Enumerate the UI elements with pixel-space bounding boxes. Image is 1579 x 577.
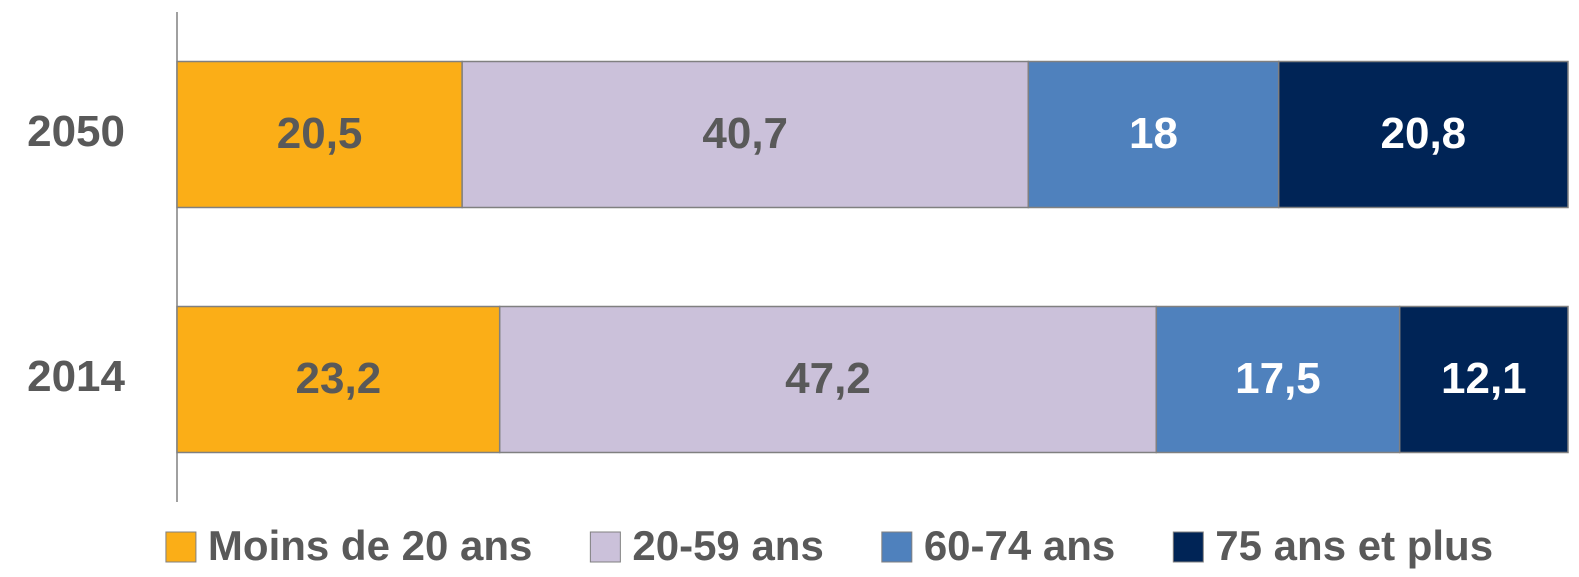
bar-segment <box>498 305 1158 454</box>
bar-segment <box>1027 60 1280 209</box>
legend-swatch <box>881 531 913 563</box>
bar-segment <box>1398 305 1569 454</box>
bar-segment <box>176 60 463 209</box>
legend-label: 75 ans et plus <box>1215 522 1493 569</box>
data-label: 17,5 <box>1235 354 1321 403</box>
y-tick-label: 2014 <box>27 352 125 401</box>
legend-label: 20-59 ans <box>632 522 823 569</box>
legend-swatch <box>165 531 197 563</box>
data-label: 23,2 <box>296 354 382 403</box>
data-label: 40,7 <box>702 109 788 158</box>
legend-swatch <box>1172 531 1204 563</box>
data-label: 20,5 <box>277 109 363 158</box>
legend-swatch <box>589 531 621 563</box>
bar-segment <box>461 60 1030 209</box>
data-label: 20,8 <box>1381 109 1467 158</box>
data-label: 12,1 <box>1441 354 1527 403</box>
legend-label: 60-74 ans <box>924 522 1115 569</box>
bar-segment <box>1277 60 1569 209</box>
data-label: 47,2 <box>785 354 871 403</box>
legend-label: Moins de 20 ans <box>208 522 532 569</box>
y-tick-label: 2050 <box>27 107 125 156</box>
data-label: 18 <box>1129 109 1178 158</box>
